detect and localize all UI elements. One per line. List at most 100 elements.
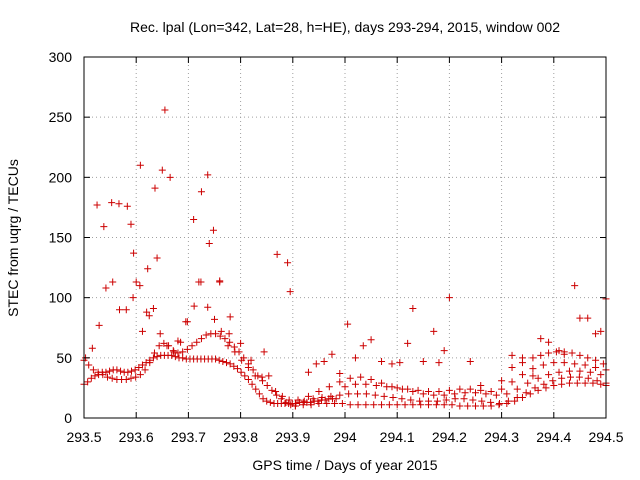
data-point: [158, 166, 166, 174]
data-point: [146, 359, 154, 367]
data-point: [209, 226, 217, 234]
data-point: [409, 304, 417, 312]
x-tick-label: 293.7: [171, 429, 206, 445]
data-point: [174, 349, 182, 357]
data-point: [151, 184, 159, 192]
axes: [83, 56, 607, 419]
data-point: [190, 302, 198, 310]
data-point: [435, 359, 443, 367]
data-point: [522, 389, 530, 397]
data-point: [513, 394, 521, 402]
data-point: [586, 368, 594, 376]
data-point: [568, 349, 576, 357]
data-point: [248, 380, 256, 388]
data-point: [312, 360, 320, 368]
data-point: [143, 308, 151, 316]
series-5: [291, 379, 610, 410]
data-point: [560, 350, 568, 358]
data-point: [362, 380, 370, 388]
data-point: [419, 357, 427, 365]
data-point: [430, 327, 438, 335]
data-point: [171, 353, 179, 361]
data-point: [464, 402, 472, 410]
y-axis-label: STEC from uqrg / TECUs: [5, 159, 21, 317]
data-point: [141, 366, 149, 374]
series-4: [127, 106, 294, 338]
data-point: [163, 342, 171, 350]
data-point: [131, 366, 139, 374]
data-point: [226, 338, 234, 346]
data-point: [132, 278, 140, 286]
data-point: [401, 401, 409, 409]
data-point: [593, 377, 601, 385]
data-point: [378, 357, 386, 365]
data-point: [445, 294, 453, 302]
data-point: [338, 400, 346, 408]
data-point: [407, 396, 415, 404]
data-point: [109, 278, 117, 286]
data-point: [123, 202, 131, 210]
data-point: [309, 395, 317, 403]
data-point: [127, 374, 135, 382]
data-point: [93, 201, 101, 209]
data-point: [225, 330, 233, 338]
data-point: [584, 314, 592, 322]
series-3: [93, 161, 292, 364]
data-point: [84, 378, 92, 386]
plot-frame: [83, 56, 607, 419]
data-point: [545, 338, 553, 346]
data-point: [597, 380, 605, 388]
data-point: [398, 395, 406, 403]
data-point: [332, 395, 340, 403]
data-point: [88, 344, 96, 352]
data-point: [581, 379, 589, 387]
data-point: [504, 397, 512, 405]
data-point: [524, 379, 532, 387]
data-point: [155, 342, 163, 350]
data-point: [576, 351, 584, 359]
data-point: [592, 356, 600, 364]
data-point: [272, 388, 280, 396]
data-point: [115, 200, 123, 208]
data-point: [472, 389, 479, 397]
data-point: [346, 374, 354, 382]
data-point: [108, 374, 116, 382]
data-point: [318, 394, 326, 402]
data-point: [212, 330, 220, 338]
data-point: [526, 390, 534, 398]
data-point: [425, 388, 433, 396]
data-point: [260, 348, 268, 356]
data-point: [115, 306, 123, 314]
data-point: [539, 361, 547, 369]
data-point: [460, 395, 468, 403]
x-tick-label: 294.5: [588, 429, 623, 445]
data-point: [138, 327, 146, 335]
data-point: [304, 368, 312, 376]
data-point: [571, 282, 579, 290]
data-point: [265, 372, 273, 380]
data-point: [195, 278, 203, 286]
data-point: [182, 318, 190, 326]
data-point: [286, 288, 294, 296]
data-point: [478, 397, 486, 405]
data-point: [440, 391, 448, 399]
data-point: [555, 347, 563, 355]
data-point: [351, 354, 359, 362]
data-point: [263, 397, 271, 405]
data-point: [179, 348, 187, 356]
data-point: [575, 373, 583, 381]
data-point: [226, 360, 234, 368]
data-point: [576, 314, 584, 322]
data-point: [263, 382, 271, 390]
x-tick-label: 294.2: [432, 429, 467, 445]
data-point: [87, 374, 95, 382]
data-point: [545, 349, 553, 357]
data-point: [354, 390, 362, 398]
data-point: [331, 400, 339, 408]
data-point: [153, 254, 161, 262]
y-tick-label: 300: [49, 49, 73, 65]
data-point: [534, 374, 542, 382]
data-point: [589, 379, 597, 387]
data-point: [435, 388, 443, 396]
data-point: [241, 372, 249, 380]
